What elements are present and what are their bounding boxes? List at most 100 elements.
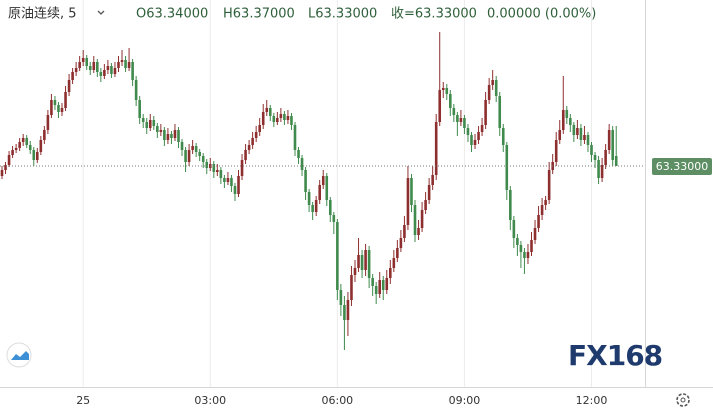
candle-body [572,125,576,135]
candle-body [120,60,124,62]
gear-hub[interactable] [680,397,686,403]
candle-body [184,150,187,162]
candle-body [21,138,25,142]
candle-body [226,178,230,182]
candle-body [99,72,103,76]
candle-body [498,96,502,128]
candle-body [50,100,53,115]
watermark: FX168 [568,339,662,372]
settings-button[interactable] [676,393,690,407]
open-label: O63.34000 [136,7,208,22]
price-label-box [652,158,712,175]
candle-body [223,178,226,182]
candle-body [177,130,180,142]
candle-body [494,80,498,96]
candle-body [124,60,127,68]
candle-body [406,178,410,225]
candle-body [148,120,152,128]
candle-body [445,88,449,94]
candle-body [28,145,32,150]
candle-body [230,178,233,186]
candle-body [403,225,406,238]
candle-body [237,176,240,194]
candle-body [141,118,145,122]
candle-body [78,62,81,68]
candle-body [579,128,583,140]
candle-body [325,176,329,200]
candle-body [473,140,477,145]
candle-body [106,66,110,70]
candle-body [219,170,223,178]
x-tick-label: 25 [76,394,90,407]
candle-body [7,155,11,165]
candle-body [336,222,339,290]
candle-body [583,135,586,140]
change-label: 0.00000 (0.00%) [487,7,596,22]
chevron[interactable] [97,10,105,15]
candle-body [36,152,39,160]
candle-body [350,275,353,300]
candle-body [420,210,424,228]
candle-body [251,138,254,145]
candle-body [240,160,244,176]
candle-body [614,156,618,166]
candle-body [452,108,456,115]
candle-body [268,108,272,116]
candle-body [565,110,569,118]
candle-body [159,130,163,132]
candle-body [170,134,173,138]
candle-body [60,108,64,112]
candle-body [205,162,209,168]
candle-body [247,145,251,150]
candle-body [311,205,314,212]
candle-body [212,164,216,172]
candle-body [321,176,325,185]
candle-body [261,112,265,125]
candle-body [526,252,530,258]
candle-body [392,258,396,268]
candle-body [163,130,166,140]
x-tick-label: 03:00 [194,394,226,407]
high-label: H63.37000 [223,7,295,22]
candle-body [540,205,544,215]
candle-body [64,92,67,108]
candle-body [459,118,463,122]
candle-body [600,165,604,178]
candle-body [554,140,558,162]
candle-body [265,108,269,112]
candle-body [173,130,177,138]
candle-body [424,200,427,210]
candle-body [389,268,392,278]
close-label: 收=63.33000 [391,7,477,22]
candle-body [480,125,484,132]
candle-body [244,150,247,160]
candle-body [364,250,367,270]
candle-body [547,170,551,200]
candle-body [314,200,318,212]
price-label: 63.33000 [656,160,709,173]
candle-body [410,178,413,205]
candle-body [88,66,92,70]
candle-body [283,114,286,120]
candle-body [343,305,346,320]
candle-body [558,130,562,140]
candle-body [374,286,378,294]
candle-body [533,228,537,240]
cloud-icon[interactable] [11,351,29,360]
candle-body [604,150,607,165]
candle-body [67,80,71,92]
candle-body [378,280,382,294]
candle-body [523,252,526,258]
candle-body [39,140,43,152]
cloud-circle[interactable] [6,342,32,368]
cloud-button[interactable] [6,342,32,368]
candle-body [491,80,494,85]
candle-body [385,278,389,290]
symbol: 原油连续, 5 [8,6,77,22]
gear-icon[interactable] [676,393,690,407]
candle-body [127,62,131,68]
candle-body [516,238,519,245]
candle-body [276,118,279,122]
candle-body [396,248,399,258]
